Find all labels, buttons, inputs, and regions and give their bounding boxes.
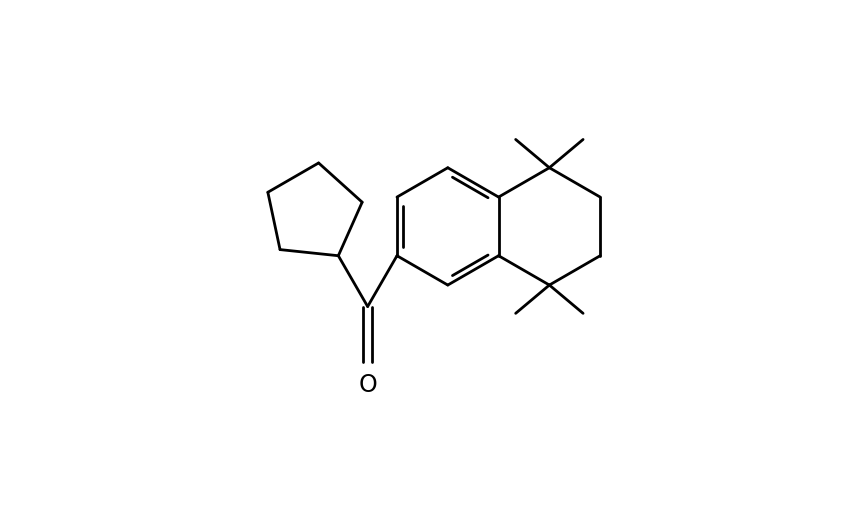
Text: O: O: [358, 373, 377, 397]
